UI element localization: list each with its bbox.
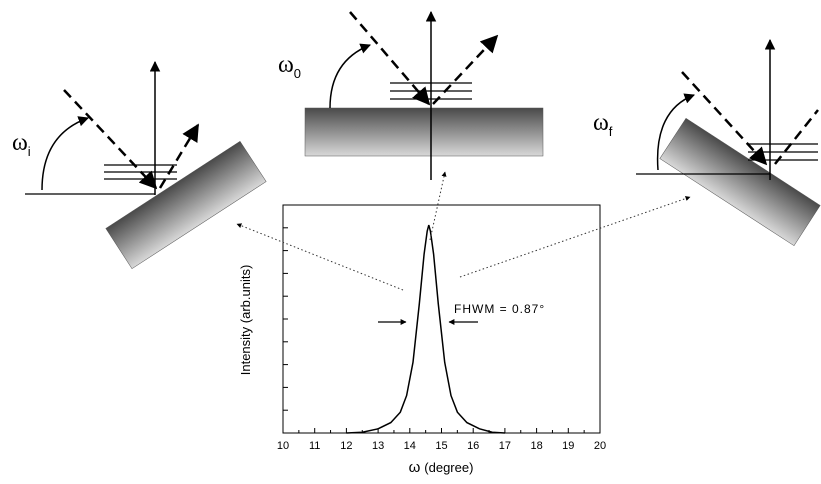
diagram-left: ωi — [12, 60, 267, 270]
x-tick-label: 18 — [530, 440, 542, 452]
angle-label: ωi — [12, 130, 31, 159]
x-tick-label: 13 — [372, 440, 384, 452]
x-tick-label: 20 — [594, 440, 606, 452]
x-tick-label: 17 — [499, 440, 511, 452]
x-tick-label: 16 — [467, 440, 479, 452]
fwhm-label: FHWM = 0.87° — [454, 302, 545, 316]
x-tick-label: 12 — [340, 440, 352, 452]
diffracted-beam — [774, 109, 819, 165]
x-axis-ticks — [282, 428, 601, 433]
diagram-center: ω0 — [278, 10, 544, 180]
x-axis-title: ω (degree) — [409, 459, 474, 476]
rocking-curve-line — [346, 224, 505, 434]
diffracted-beam — [432, 34, 499, 105]
x-tick-label: 14 — [404, 440, 416, 452]
plot-frame — [282, 204, 601, 434]
sample-slab — [304, 107, 544, 157]
x-tick-label: 15 — [435, 440, 447, 452]
pointer-to-left — [236, 223, 404, 291]
angle-label: ωf — [593, 110, 613, 139]
x-tick-label: 10 — [277, 440, 289, 452]
pointer-to-right — [459, 196, 691, 278]
incident-beam — [63, 89, 158, 190]
angle-arc — [41, 116, 89, 191]
x-tick-label: 19 — [562, 440, 574, 452]
incident-beam — [349, 11, 431, 106]
angle-arc — [329, 43, 371, 109]
pointer-to-center — [429, 171, 447, 241]
diagram-right: ωf — [593, 38, 821, 247]
rocking-curve-chart: 10 11 12 13 14 15 16 17 18 19 20 Intensity (arb.un… — [238, 204, 606, 476]
x-axis-tick-labels: 10 11 12 13 14 15 16 17 18 19 20 — [277, 440, 606, 452]
y-axis-title: Intensity (arb.units) — [238, 265, 253, 376]
pointer-lines — [236, 171, 691, 291]
angle-arc — [656, 93, 695, 171]
angle-label: ω0 — [278, 52, 301, 81]
sample-slab — [105, 140, 267, 270]
y-axis-ticks — [283, 227, 288, 411]
diffracted-beam — [158, 123, 200, 189]
x-tick-label: 11 — [309, 440, 320, 452]
incident-beam — [681, 71, 768, 166]
